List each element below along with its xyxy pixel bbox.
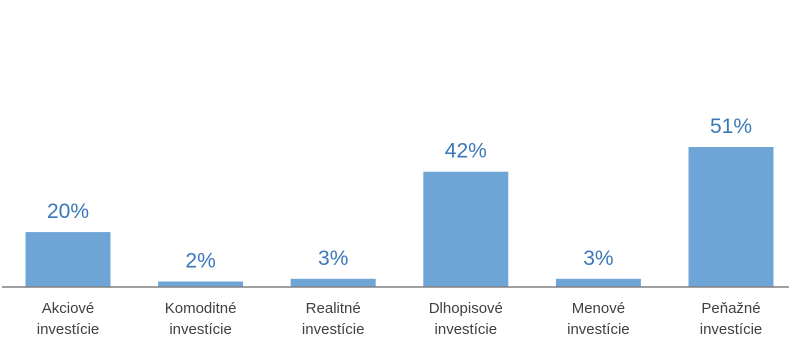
category-label-5: Menové investície (567, 300, 630, 338)
bar-4 (423, 171, 509, 287)
category-label-3: Realitné investície (302, 300, 365, 338)
value-label-5: 3% (583, 247, 613, 270)
bar-2 (158, 281, 244, 287)
value-label-1: 20% (47, 200, 89, 223)
value-label-3: 3% (318, 247, 348, 270)
value-label-2: 2% (185, 250, 215, 273)
category-label-2: Komoditné investície (165, 300, 237, 338)
bar-6 (688, 147, 774, 287)
category-label-1: Akciové investície (37, 300, 100, 338)
bar-3 (290, 278, 376, 287)
bar-1 (25, 232, 111, 287)
category-label-6: Peňažné investície (700, 300, 763, 338)
value-label-6: 51% (710, 115, 752, 138)
category-label-4: Dlhopisové investície (429, 300, 503, 338)
bar-5 (555, 278, 641, 287)
value-label-4: 42% (445, 140, 487, 163)
